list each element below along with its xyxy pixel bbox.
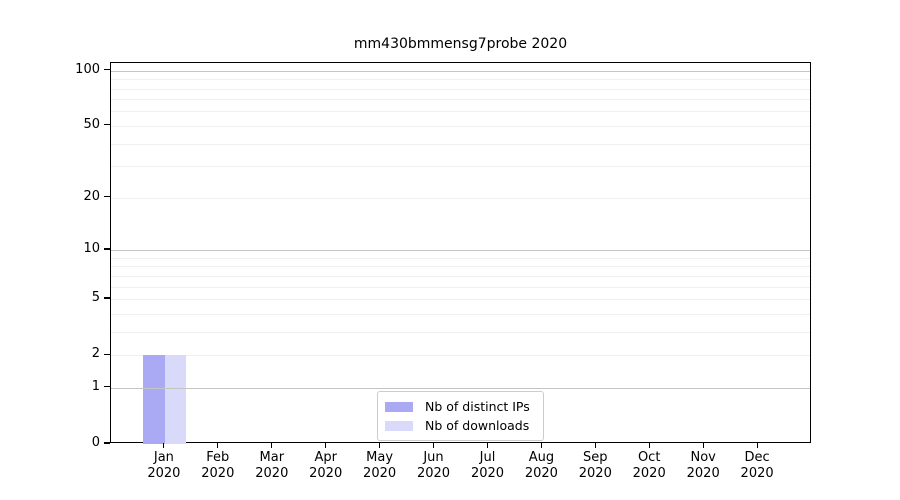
y-tick-mark <box>104 196 110 198</box>
gridline-minor <box>111 355 810 357</box>
x-tick-label: Feb 2020 <box>188 450 248 482</box>
x-tick-mark <box>379 443 381 448</box>
legend-swatch-downloads-icon <box>385 420 413 431</box>
y-tick-label: 2 <box>91 346 100 362</box>
gridline-minor <box>111 257 810 259</box>
gridline-major <box>111 250 810 251</box>
gridline-minor <box>111 286 810 288</box>
x-tick-label: Sep 2020 <box>565 450 625 482</box>
x-tick-mark <box>756 443 758 448</box>
x-tick-mark <box>271 443 273 448</box>
x-tick-month: Aug <box>528 450 555 465</box>
gridline-minor <box>111 197 810 199</box>
x-tick-label: Jul 2020 <box>458 450 518 482</box>
legend-item-downloads: Nb of downloads <box>385 418 535 433</box>
x-tick-month: Feb <box>206 450 230 465</box>
x-tick-year: 2020 <box>740 466 774 481</box>
x-tick-mark <box>594 443 596 448</box>
x-tick-year: 2020 <box>416 466 451 481</box>
x-tick-month: Dec <box>744 450 770 465</box>
x-tick-label: May 2020 <box>350 450 410 482</box>
x-tick-mark <box>702 443 704 448</box>
x-tick-year: 2020 <box>470 466 505 481</box>
x-tick-year: 2020 <box>363 466 397 481</box>
x-tick-month: May <box>366 450 394 465</box>
bar <box>143 355 165 444</box>
legend-item-distinct-ips: Nb of distinct IPs <box>385 399 535 414</box>
gridline-minor <box>111 275 810 277</box>
x-tick-month: Jun <box>423 450 444 465</box>
x-tick-year: 2020 <box>309 466 343 481</box>
gridline-minor <box>111 111 810 113</box>
x-tick-year: 2020 <box>201 466 235 481</box>
legend-swatch-distinct-ips-icon <box>385 401 413 412</box>
y-tick-label: 5 <box>91 290 100 305</box>
y-tick-label: 20 <box>83 188 100 204</box>
gridline-minor <box>111 143 810 145</box>
x-tick-year: 2020 <box>632 466 666 481</box>
x-tick-month: Jan <box>153 450 174 465</box>
gridline-minor <box>111 299 810 300</box>
gridline-major <box>111 387 810 389</box>
x-tick-month: Apr <box>314 450 337 465</box>
y-tick-mark <box>104 442 110 444</box>
y-tick-mark <box>104 297 110 299</box>
x-tick-year: 2020 <box>578 466 612 481</box>
gridline-minor <box>111 99 810 101</box>
y-tick-mark <box>104 248 110 250</box>
x-tick-month: Oct <box>637 450 661 465</box>
legend: Nb of distinct IPs Nb of downloads <box>377 391 544 441</box>
gridline-minor <box>111 266 810 268</box>
x-tick-mark <box>432 443 435 448</box>
y-tick-mark <box>104 353 110 355</box>
x-tick-label: Aug 2020 <box>511 450 571 482</box>
gridline-minor <box>111 313 810 315</box>
y-tick-mark <box>104 386 110 388</box>
x-tick-label: Nov 2020 <box>673 450 733 482</box>
x-tick-label: Jan 2020 <box>134 450 194 482</box>
bar <box>164 355 187 444</box>
y-tick-label: 1 <box>91 378 100 394</box>
gridline-major <box>111 70 810 72</box>
y-tick-label: 10 <box>83 241 100 256</box>
x-tick-mark <box>540 443 542 448</box>
x-tick-year: 2020 <box>524 466 558 481</box>
x-tick-label: Mar 2020 <box>242 450 302 482</box>
x-tick-month: Jul <box>479 450 496 465</box>
x-tick-year: 2020 <box>147 466 181 481</box>
plot-area: Nb of distinct IPs Nb of downloads <box>110 62 811 444</box>
x-tick-mark <box>163 443 165 448</box>
y-tick-label: 100 <box>75 61 100 77</box>
y-tick-label: 50 <box>83 116 100 132</box>
gridline-minor <box>111 331 810 333</box>
x-tick-label: Apr 2020 <box>296 450 356 482</box>
x-tick-month: Nov <box>690 450 716 465</box>
gridline-minor <box>111 125 810 127</box>
x-tick-mark <box>217 443 219 448</box>
x-tick-label: Jun 2020 <box>404 450 464 482</box>
x-tick-label: Dec 2020 <box>727 450 787 482</box>
y-tick-mark <box>104 124 110 126</box>
gridline-minor <box>111 166 810 168</box>
x-tick-month: Sep <box>583 450 608 465</box>
x-tick-mark <box>325 443 327 448</box>
x-tick-mark <box>648 443 650 448</box>
legend-label-distinct-ips: Nb of distinct IPs <box>425 399 530 414</box>
x-tick-mark <box>486 443 489 448</box>
x-tick-year: 2020 <box>686 466 720 481</box>
x-tick-year: 2020 <box>255 466 289 481</box>
x-tick-label: Oct 2020 <box>619 450 679 482</box>
gridline-minor <box>111 88 810 90</box>
legend-label-downloads: Nb of downloads <box>425 418 530 433</box>
gridline-minor <box>111 79 810 81</box>
y-tick-label: 0 <box>91 435 100 450</box>
chart-title: mm430bmmensg7probe 2020 <box>353 36 568 52</box>
y-tick-mark <box>104 69 110 71</box>
x-tick-month: Mar <box>259 450 285 465</box>
